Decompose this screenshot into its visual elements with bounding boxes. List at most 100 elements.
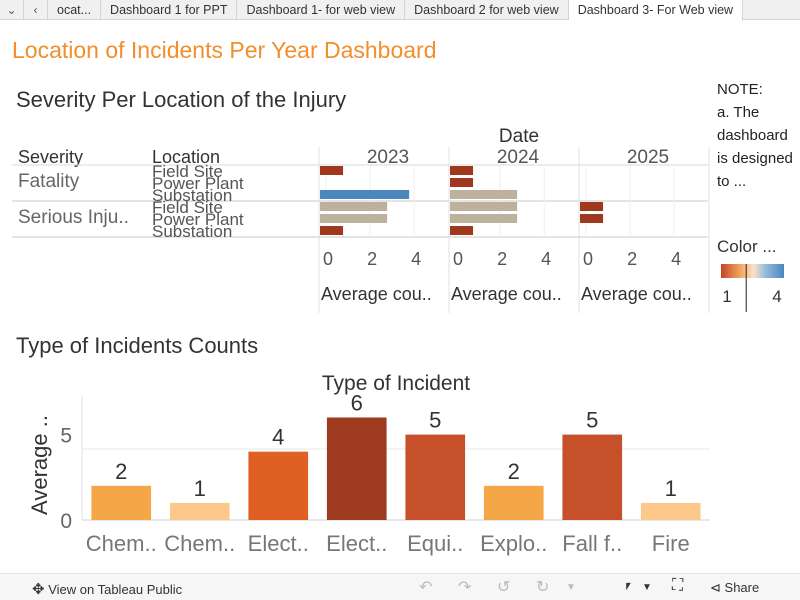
tab-label: Dashboard 1 for PPT bbox=[110, 2, 228, 17]
tab-item[interactable]: Dashboard 1- for web view bbox=[237, 0, 406, 19]
redo-icon[interactable]: ↷ bbox=[458, 579, 472, 596]
category-label: Explo.. bbox=[480, 531, 547, 556]
severity-bar[interactable] bbox=[320, 214, 388, 223]
x-tick-label: 2 bbox=[497, 249, 507, 269]
incident-bar[interactable] bbox=[326, 417, 387, 520]
location-label: Power Plant bbox=[152, 210, 244, 229]
severity-bar[interactable] bbox=[320, 202, 388, 211]
location-label: Field Site bbox=[152, 162, 223, 181]
tableau-logo-icon: ✥ bbox=[32, 581, 45, 598]
color-legend-title: Color ... bbox=[717, 237, 777, 256]
note-container: NOTE: a. The dashboard is designed to ... bbox=[717, 78, 800, 218]
incident-bar[interactable] bbox=[169, 502, 230, 520]
severity-bar[interactable] bbox=[450, 166, 474, 175]
incident-bar[interactable] bbox=[405, 434, 466, 520]
category-label: Elect.. bbox=[248, 531, 309, 556]
severity-bar[interactable] bbox=[450, 190, 518, 199]
year-label: 2023 bbox=[367, 147, 409, 168]
sheet-tab-bar: ⌄ ‹ ocat... Dashboard 1 for PPT Dashboar… bbox=[0, 0, 800, 21]
bar-data-label: 5 bbox=[429, 408, 441, 433]
tab-item-active[interactable]: Dashboard 3- For Web view bbox=[568, 0, 744, 21]
column-header-date: Date bbox=[499, 126, 539, 147]
y-tick-label: 5 bbox=[60, 425, 72, 448]
share-button[interactable]: ⊲ Share bbox=[710, 580, 759, 596]
category-label: Equi.. bbox=[407, 531, 463, 556]
incident-bar[interactable] bbox=[91, 485, 152, 520]
view-on-tableau-public-link[interactable]: ✥ View on Tableau Public bbox=[32, 580, 182, 598]
x-tick-label: 0 bbox=[453, 249, 463, 269]
x-tick-label: 2 bbox=[367, 249, 377, 269]
category-label: Fall f.. bbox=[562, 531, 622, 556]
color-legend-min: 1 bbox=[722, 287, 731, 306]
color-legend: Color ... 1 4 bbox=[717, 237, 784, 312]
category-label: Chem.. bbox=[164, 531, 235, 556]
incident-bar[interactable] bbox=[562, 434, 623, 520]
severity-bar[interactable] bbox=[580, 214, 604, 223]
incident-section-title: Type of Incidents Counts bbox=[16, 333, 259, 358]
tab-label: ocat... bbox=[57, 2, 92, 17]
y-tick-label: 0 bbox=[60, 510, 72, 533]
severity-section-title: Severity Per Location of the Injury bbox=[16, 87, 347, 112]
tableau-toolbar: ✥ View on Tableau Public ↶ ↷ ↺ ↻ ▼ ⎖ ▼ ⛶… bbox=[0, 573, 800, 600]
x-tick-label: 4 bbox=[411, 249, 421, 269]
incident-bar[interactable] bbox=[640, 502, 701, 520]
x-axis-title: Average cou.. bbox=[451, 284, 562, 304]
tab-item[interactable]: ocat... bbox=[48, 0, 102, 19]
year-label: 2024 bbox=[497, 147, 540, 168]
severity-bar[interactable] bbox=[450, 202, 518, 211]
bar-data-label: 2 bbox=[115, 459, 127, 484]
severity-chart: Date Severity Location 2023 0 2 4 Average co… bbox=[12, 126, 710, 313]
incident-bar[interactable] bbox=[483, 485, 544, 520]
refresh-icon[interactable]: ↻ bbox=[536, 579, 550, 596]
note-text: NOTE: a. The dashboard is designed to ... bbox=[717, 81, 793, 190]
severity-label-fatality: Fatality bbox=[18, 171, 80, 192]
share-label: Share bbox=[724, 580, 760, 595]
tab-item[interactable]: Dashboard 1 for PPT bbox=[101, 0, 238, 19]
undo-icon[interactable]: ↶ bbox=[419, 579, 433, 596]
color-legend-max: 4 bbox=[772, 287, 781, 306]
severity-bar[interactable] bbox=[450, 178, 474, 187]
row-header-severity: Severity bbox=[18, 147, 83, 167]
incident-bar-chart: Type of Incident 0 5 Average .. 2 Chem.. 1 Chem… bbox=[27, 372, 710, 556]
severity-bar[interactable] bbox=[320, 190, 410, 199]
bar-data-label: 2 bbox=[508, 459, 520, 484]
fullscreen-icon[interactable]: ⛶ bbox=[672, 577, 684, 594]
x-tick-label: 0 bbox=[583, 249, 593, 269]
location-label: Field Site bbox=[152, 198, 223, 217]
refresh-options-chevron-icon[interactable]: ▼ bbox=[566, 582, 576, 593]
year-label: 2025 bbox=[627, 147, 669, 168]
location-label: Substation bbox=[152, 186, 232, 205]
x-axis-title: Average cou.. bbox=[321, 284, 432, 304]
view-on-tableau-label: View on Tableau Public bbox=[48, 582, 183, 597]
download-options-chevron-icon[interactable]: ▼ bbox=[642, 582, 652, 593]
tab-label: Dashboard 1- for web view bbox=[246, 2, 396, 17]
severity-bar[interactable] bbox=[320, 226, 344, 235]
y-axis-title: Average .. bbox=[27, 415, 52, 515]
tab-item[interactable]: Dashboard 2 for web view bbox=[405, 0, 569, 19]
x-tick-label: 0 bbox=[323, 249, 333, 269]
chart-title: Type of Incident bbox=[322, 372, 470, 395]
severity-bar[interactable] bbox=[320, 166, 344, 175]
bar-data-label: 6 bbox=[351, 390, 363, 415]
location-label: Substation bbox=[152, 222, 232, 241]
tab-label: Dashboard 2 for web view bbox=[414, 2, 559, 17]
revert-icon[interactable]: ↺ bbox=[497, 579, 511, 596]
bar-data-label: 4 bbox=[272, 425, 284, 450]
category-label: Chem.. bbox=[86, 531, 157, 556]
severity-bar[interactable] bbox=[580, 202, 604, 211]
x-tick-label: 4 bbox=[671, 249, 681, 269]
x-tick-label: 4 bbox=[541, 249, 551, 269]
location-label: Power Plant bbox=[152, 174, 244, 193]
bar-data-label: 5 bbox=[586, 408, 598, 433]
color-legend-gradient bbox=[721, 264, 784, 278]
tab-scroll-left-icon[interactable]: ‹ bbox=[24, 0, 48, 19]
tab-menu-chevron-icon[interactable]: ⌄ bbox=[0, 0, 24, 19]
severity-bar[interactable] bbox=[450, 226, 474, 235]
share-icon: ⊲ bbox=[710, 580, 721, 595]
category-label: Fire bbox=[652, 531, 690, 556]
severity-bar[interactable] bbox=[450, 214, 518, 223]
severity-label-serious: Serious Inju.. bbox=[18, 207, 129, 228]
x-tick-label: 2 bbox=[627, 249, 637, 269]
download-icon[interactable]: ⎖ bbox=[622, 577, 635, 594]
incident-bar[interactable] bbox=[248, 451, 309, 520]
